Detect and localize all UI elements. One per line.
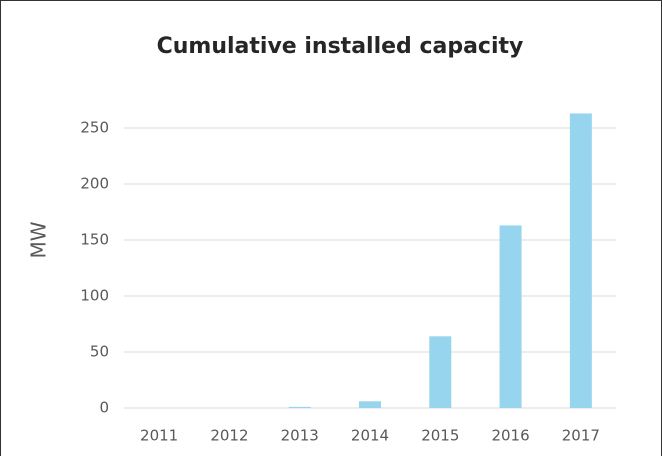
y-tick-label: 150 <box>80 231 109 249</box>
bar <box>359 401 381 408</box>
x-tick-label: 2015 <box>421 427 459 445</box>
bar <box>569 113 592 408</box>
chart-title: Cumulative installed capacity <box>157 34 524 59</box>
x-tick-label: 2014 <box>351 427 389 445</box>
x-tick-label: 2017 <box>562 427 600 445</box>
x-tick-label: 2013 <box>281 427 319 445</box>
bar <box>288 406 311 408</box>
y-tick-label: 200 <box>80 175 109 193</box>
y-axis-label: MW <box>27 221 51 258</box>
x-tick-label: 2012 <box>210 427 248 445</box>
x-tick-label: 2011 <box>140 427 178 445</box>
x-tick-label: 2016 <box>491 427 529 445</box>
bar <box>499 225 522 408</box>
bar <box>429 336 452 408</box>
y-tick-label: 100 <box>80 287 109 305</box>
y-tick-label: 50 <box>90 343 109 361</box>
y-tick-label: 250 <box>80 119 109 137</box>
y-tick-label: 0 <box>99 399 109 417</box>
